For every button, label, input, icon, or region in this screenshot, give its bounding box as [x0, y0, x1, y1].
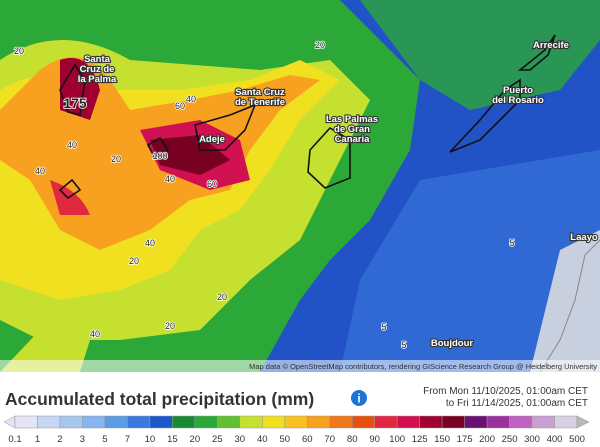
legend-swatch [486, 415, 510, 429]
legend-label: 500 [569, 434, 585, 445]
contour-label: 20 [14, 46, 24, 56]
legend-label: 5 [102, 434, 107, 445]
legend-swatch [59, 415, 83, 429]
legend-swatch [329, 415, 353, 429]
date-to: to Fri 11/14/2025, 01:00am CET [446, 398, 588, 409]
contour-label: 60 [175, 101, 185, 111]
legend-swatch [464, 415, 488, 429]
place-label: Boujdour [431, 338, 474, 349]
place-label: Santa [84, 54, 111, 65]
place-label: Puerto [503, 85, 533, 96]
place-label: Arrecife [533, 40, 569, 51]
legend-swatch [396, 415, 420, 429]
contour-label: 40 [145, 238, 155, 248]
contour-label: 40 [67, 140, 77, 150]
legend-label: 250 [502, 434, 518, 445]
legend-label: 3 [80, 434, 85, 445]
contour-label: 20 [315, 40, 325, 50]
legend-label: 125 [412, 434, 428, 445]
info-icon-label[interactable]: i [357, 392, 360, 406]
contour-label: 5 [381, 322, 386, 332]
contour-label: 40 [165, 174, 175, 184]
legend-swatch [284, 415, 308, 429]
legend-swatch [509, 415, 533, 429]
contour-label: 20 [129, 256, 139, 266]
legend-swatch [14, 415, 38, 429]
legend-label: 60 [302, 434, 313, 445]
place-label: del Rosario [492, 95, 544, 106]
legend-label: 0.1 [8, 434, 21, 445]
date-from: From Mon 11/10/2025, 01:00am CET [423, 386, 588, 397]
contour-label: 20 [111, 154, 121, 164]
place-label: Santa Cruz [235, 87, 285, 98]
contour-label: 5 [401, 340, 406, 350]
place-label: de Gran [334, 124, 370, 135]
legend-swatch [554, 415, 578, 429]
place-label: de Tenerife [235, 97, 285, 108]
legend-swatch [351, 415, 375, 429]
legend-label: 15 [167, 434, 178, 445]
contour-label: 40 [186, 94, 196, 104]
legend-label: 100 [389, 434, 405, 445]
contour-label: 175 [63, 95, 87, 111]
legend-label: 175 [457, 434, 473, 445]
legend-title: Accumulated total precipitation (mm) [5, 389, 314, 409]
contour-label: 5 [509, 238, 514, 248]
legend-label: 7 [125, 434, 130, 445]
contour-label: 20 [165, 321, 175, 331]
legend-swatch [262, 415, 286, 429]
place-label: la Palma [78, 74, 117, 85]
legend-label: 200 [479, 434, 495, 445]
legend-swatch [374, 415, 398, 429]
legend-swatch [217, 415, 241, 429]
map-background [0, 0, 600, 372]
legend-label: 10 [145, 434, 156, 445]
contour-label: 20 [217, 292, 227, 302]
legend-swatch [239, 415, 263, 429]
legend-label: 150 [434, 434, 450, 445]
legend-swatch [82, 415, 106, 429]
place-label: Las Palmas [326, 114, 378, 125]
legend-label: 400 [547, 434, 563, 445]
legend-swatch [127, 415, 151, 429]
legend-label: 90 [369, 434, 380, 445]
legend-arrow-right [576, 415, 590, 429]
legend-label: 40 [257, 434, 268, 445]
legend-swatch [306, 415, 330, 429]
place-label: Laayo [570, 232, 598, 243]
legend-arrow-left [3, 415, 16, 429]
legend-swatch [531, 415, 555, 429]
legend-label: 1 [35, 434, 40, 445]
island-outlines [58, 34, 556, 200]
legend-label: 30 [235, 434, 246, 445]
place-label: Cruz de [80, 64, 115, 75]
legend-label: 20 [190, 434, 201, 445]
legend-label: 50 [279, 434, 290, 445]
legend-swatch [194, 415, 218, 429]
info-icon[interactable] [351, 390, 367, 406]
place-label: Adeje [199, 134, 225, 145]
legend-label: 70 [324, 434, 335, 445]
legend-swatch [37, 415, 61, 429]
legend-swatch [104, 415, 128, 429]
legend-label: 80 [347, 434, 358, 445]
contour-label: 100 [152, 151, 167, 161]
legend-swatch [172, 415, 196, 429]
legend-label: 25 [212, 434, 223, 445]
legend-swatch [419, 415, 443, 429]
legend-swatch [149, 415, 173, 429]
legend-swatch [441, 415, 465, 429]
coastline [539, 239, 600, 373]
place-label: Canaria [335, 134, 371, 145]
contour-label: 60 [207, 179, 217, 189]
attribution-bg [0, 360, 600, 372]
contour-label: 40 [35, 166, 45, 176]
contour-label: 40 [90, 329, 100, 339]
attribution: Map data © OpenStreetMap contributors, r… [249, 362, 597, 371]
legend-label: 2 [57, 434, 62, 445]
legend-bar: 0.1 1 2 3 5 7 10 15 20 25 30 40 50 60 70 80 90 100 125 150 1… [3, 415, 590, 445]
legend-label: 300 [524, 434, 540, 445]
